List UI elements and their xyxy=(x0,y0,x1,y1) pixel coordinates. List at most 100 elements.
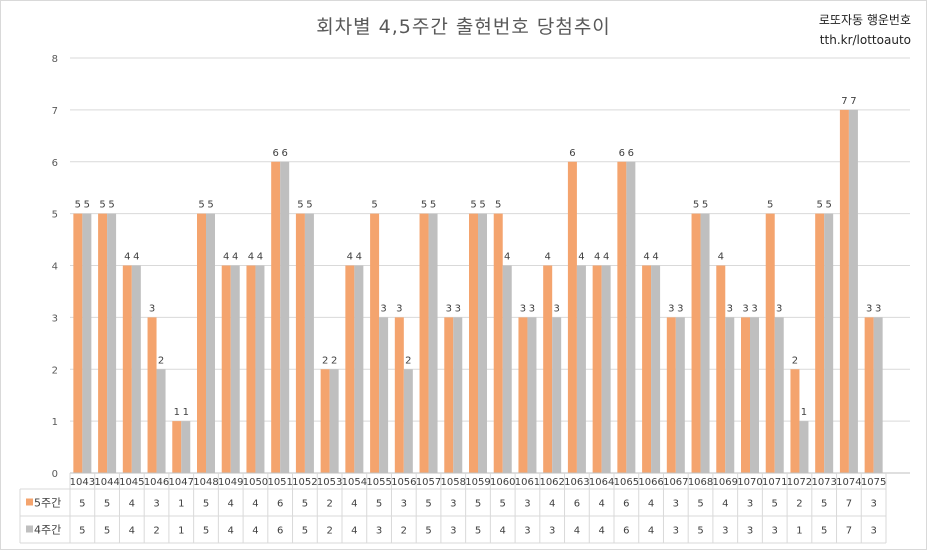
table-cell: 3 xyxy=(450,526,456,537)
data-label: 6 xyxy=(272,148,278,159)
y-tick-label: 5 xyxy=(52,210,58,221)
table-cell: 3 xyxy=(870,526,876,537)
bar xyxy=(864,317,874,473)
data-label: 5 xyxy=(207,200,213,211)
x-tick-label: 1050 xyxy=(243,477,268,488)
data-label: 4 xyxy=(248,252,254,263)
data-label: 5 xyxy=(816,200,822,211)
bar xyxy=(502,265,512,473)
x-tick-label: 1054 xyxy=(342,477,367,488)
table-cell: 5 xyxy=(376,499,382,510)
data-label: 3 xyxy=(668,303,674,314)
bar xyxy=(626,161,636,473)
table-cell: 6 xyxy=(623,499,629,510)
data-label: 2 xyxy=(405,355,411,366)
table-cell: 5 xyxy=(79,526,85,537)
data-label: 5 xyxy=(371,200,377,211)
table-cell: 5 xyxy=(104,526,110,537)
x-tick-label: 1063 xyxy=(564,477,589,488)
bar xyxy=(774,317,784,473)
x-tick-label: 1062 xyxy=(539,477,564,488)
table-cell: 4 xyxy=(351,526,357,537)
bar xyxy=(206,213,215,473)
bar xyxy=(255,265,265,473)
x-tick-label: 1055 xyxy=(366,477,391,488)
x-tick-label: 1071 xyxy=(762,477,787,488)
x-tick-label: 1046 xyxy=(144,477,169,488)
x-tick-label: 1056 xyxy=(391,477,416,488)
bar xyxy=(691,213,701,473)
x-tick-label: 1044 xyxy=(94,477,119,488)
bar xyxy=(799,421,809,473)
data-label: 1 xyxy=(174,407,180,418)
data-label: 5 xyxy=(470,200,476,211)
data-label: 4 xyxy=(347,252,353,263)
table-cell: 5 xyxy=(425,499,431,510)
table-cell: 5 xyxy=(772,499,778,510)
table-cell: 3 xyxy=(673,526,679,537)
bar xyxy=(98,213,108,473)
bar xyxy=(230,265,240,473)
data-label: 4 xyxy=(223,252,229,263)
brand-url[interactable]: tth.kr/lottoauto xyxy=(819,33,911,47)
table-cell: 3 xyxy=(549,526,555,537)
table-cell: 3 xyxy=(772,526,778,537)
x-tick-label: 1057 xyxy=(416,477,441,488)
x-tick-label: 1070 xyxy=(737,477,762,488)
bar xyxy=(329,369,339,473)
x-tick-label: 1047 xyxy=(169,477,194,488)
bar xyxy=(725,317,735,473)
x-tick-label: 1049 xyxy=(218,477,243,488)
table-cell: 2 xyxy=(153,526,159,537)
table-cell: 5 xyxy=(821,499,827,510)
data-label: 4 xyxy=(257,252,263,263)
y-tick-label: 6 xyxy=(52,158,58,169)
bar xyxy=(716,265,726,473)
table-cell: 4 xyxy=(228,526,234,537)
y-tick-label: 7 xyxy=(52,106,58,117)
legend-swatch xyxy=(26,525,33,533)
bar xyxy=(394,317,404,473)
data-label: 3 xyxy=(677,303,683,314)
data-label: 6 xyxy=(628,148,634,159)
data-label: 4 xyxy=(544,252,550,263)
data-label: 4 xyxy=(578,252,584,263)
data-label: 3 xyxy=(529,303,535,314)
bar xyxy=(478,213,487,473)
y-tick-label: 3 xyxy=(52,313,58,324)
table-cell: 3 xyxy=(153,499,159,510)
x-tick-label: 1051 xyxy=(267,477,292,488)
bar xyxy=(271,161,281,473)
table-cell: 4 xyxy=(129,526,135,537)
table-cell: 3 xyxy=(524,526,530,537)
bar xyxy=(848,109,858,473)
table-cell: 5 xyxy=(302,526,308,537)
table-cell: 2 xyxy=(401,526,407,537)
bar xyxy=(453,317,463,473)
bar xyxy=(320,369,330,473)
data-label: 5 xyxy=(84,200,90,211)
table-cell: 5 xyxy=(302,499,308,510)
table-cell: 3 xyxy=(450,499,456,510)
table-cell: 3 xyxy=(870,499,876,510)
data-label: 3 xyxy=(149,303,155,314)
table-cell: 4 xyxy=(598,526,604,537)
table-cell: 5 xyxy=(104,499,110,510)
data-label: 5 xyxy=(198,200,204,211)
data-label: 5 xyxy=(75,200,81,211)
bar xyxy=(295,213,305,473)
bar xyxy=(280,161,290,473)
x-tick-label: 1053 xyxy=(317,477,342,488)
data-label: 7 xyxy=(850,96,856,107)
data-label: 6 xyxy=(281,148,287,159)
table-cell: 5 xyxy=(475,526,481,537)
data-label: 5 xyxy=(767,200,773,211)
bar xyxy=(172,421,182,473)
bar xyxy=(428,213,438,473)
data-label: 4 xyxy=(133,252,139,263)
bar xyxy=(379,317,389,473)
table-cell: 5 xyxy=(425,526,431,537)
data-label: 5 xyxy=(702,200,708,211)
data-label: 4 xyxy=(603,252,609,263)
